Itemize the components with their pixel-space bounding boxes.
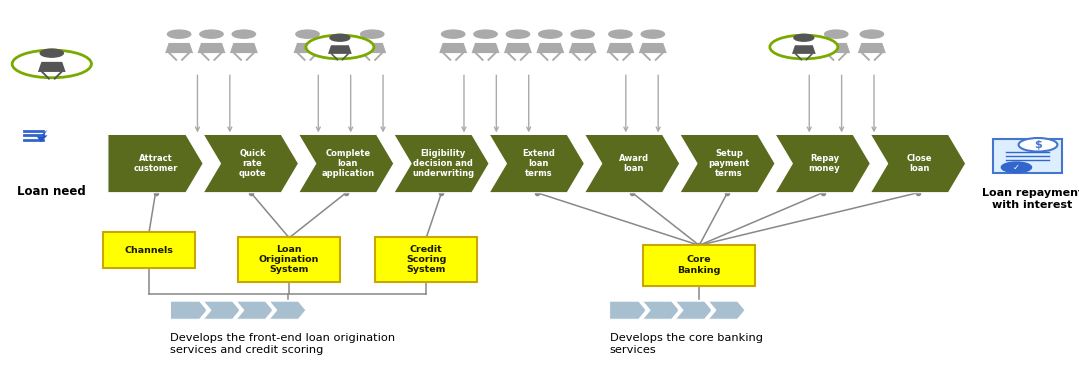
Text: Channels: Channels — [124, 246, 174, 255]
Polygon shape — [858, 43, 886, 53]
Circle shape — [794, 34, 814, 41]
Polygon shape — [230, 43, 258, 53]
Circle shape — [360, 30, 384, 38]
Circle shape — [40, 49, 64, 57]
FancyBboxPatch shape — [993, 139, 1062, 173]
FancyBboxPatch shape — [238, 237, 340, 282]
Circle shape — [571, 30, 595, 38]
Polygon shape — [610, 301, 646, 319]
Polygon shape — [394, 135, 489, 193]
Polygon shape — [270, 301, 306, 319]
Circle shape — [232, 30, 256, 38]
Circle shape — [641, 30, 665, 38]
FancyBboxPatch shape — [103, 232, 195, 268]
Polygon shape — [489, 135, 585, 193]
Polygon shape — [108, 135, 203, 193]
Polygon shape — [439, 43, 467, 53]
Circle shape — [538, 30, 562, 38]
FancyBboxPatch shape — [643, 245, 755, 286]
Polygon shape — [585, 135, 680, 193]
Text: Award
loan: Award loan — [618, 154, 648, 173]
Circle shape — [12, 50, 92, 78]
Text: Loan repayment
with interest: Loan repayment with interest — [982, 188, 1079, 211]
Circle shape — [441, 30, 465, 38]
Text: Core
Banking: Core Banking — [678, 255, 721, 275]
Polygon shape — [328, 45, 352, 54]
Polygon shape — [504, 43, 532, 53]
Polygon shape — [675, 301, 712, 319]
Text: Setup
payment
terms: Setup payment terms — [709, 149, 750, 178]
Circle shape — [860, 30, 884, 38]
Text: Complete
loan
application: Complete loan application — [322, 149, 374, 178]
Polygon shape — [639, 43, 667, 53]
Text: Attract
customer: Attract customer — [134, 154, 178, 173]
Polygon shape — [642, 301, 680, 319]
Text: Close
loan: Close loan — [907, 154, 932, 173]
Circle shape — [330, 34, 350, 41]
Polygon shape — [680, 135, 775, 193]
Text: $: $ — [1034, 140, 1042, 150]
Circle shape — [306, 35, 373, 59]
FancyBboxPatch shape — [375, 237, 477, 282]
Text: Eligibility
decision and
underwriting: Eligibility decision and underwriting — [412, 149, 475, 178]
Text: Quick
rate
quote: Quick rate quote — [238, 149, 267, 178]
Polygon shape — [358, 43, 386, 53]
Text: Develops the front-end loan origination
services and credit scoring: Develops the front-end loan origination … — [170, 333, 396, 355]
Polygon shape — [472, 43, 500, 53]
Circle shape — [200, 30, 223, 38]
Text: Extend
loan
terms: Extend loan terms — [522, 149, 555, 178]
Polygon shape — [775, 135, 871, 193]
Polygon shape — [569, 43, 597, 53]
Circle shape — [609, 30, 632, 38]
Circle shape — [167, 30, 191, 38]
Text: Credit
Scoring
System: Credit Scoring System — [406, 244, 447, 274]
Circle shape — [506, 30, 530, 38]
Polygon shape — [203, 135, 299, 193]
Circle shape — [1019, 138, 1057, 152]
Circle shape — [296, 30, 319, 38]
Polygon shape — [203, 301, 241, 319]
Circle shape — [474, 30, 497, 38]
Circle shape — [770, 35, 838, 59]
Polygon shape — [293, 43, 322, 53]
Polygon shape — [536, 43, 564, 53]
Polygon shape — [37, 130, 47, 142]
Polygon shape — [606, 43, 634, 53]
Text: Loan need: Loan need — [17, 185, 86, 198]
Polygon shape — [708, 301, 745, 319]
Circle shape — [1001, 162, 1032, 173]
Text: Repay
money: Repay money — [808, 154, 841, 173]
Polygon shape — [299, 135, 394, 193]
Polygon shape — [197, 43, 226, 53]
Text: Develops the core banking
services: Develops the core banking services — [610, 333, 763, 355]
Polygon shape — [165, 43, 193, 53]
Polygon shape — [871, 135, 966, 193]
Polygon shape — [822, 43, 850, 53]
Polygon shape — [38, 62, 66, 72]
Circle shape — [824, 30, 848, 38]
Polygon shape — [792, 45, 816, 54]
Polygon shape — [170, 301, 207, 319]
Text: ✓: ✓ — [1013, 163, 1020, 172]
Polygon shape — [236, 301, 273, 319]
Text: Loan
Origination
System: Loan Origination System — [259, 244, 319, 274]
